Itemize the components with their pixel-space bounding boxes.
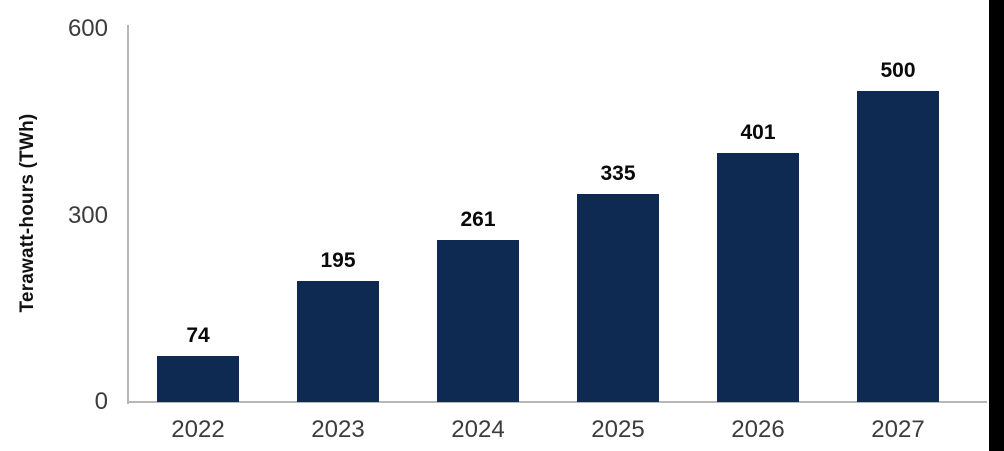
x-tick-label: 2026 bbox=[731, 416, 785, 443]
x-tick-label: 2025 bbox=[591, 416, 645, 443]
y-tick-label: 0 bbox=[94, 388, 108, 415]
bar-value-label: 401 bbox=[740, 121, 776, 144]
y-tick-label: 300 bbox=[67, 201, 108, 229]
bar bbox=[717, 153, 799, 402]
x-axis-line bbox=[127, 401, 987, 403]
x-tick-label: 2027 bbox=[871, 416, 925, 443]
x-tick-label: 2022 bbox=[171, 416, 225, 443]
y-axis-line bbox=[127, 25, 129, 404]
bar-value-label: 195 bbox=[320, 249, 356, 272]
bar bbox=[297, 281, 379, 402]
bar-value-label: 74 bbox=[186, 324, 210, 347]
bar bbox=[577, 194, 659, 402]
bar-value-label: 335 bbox=[600, 162, 636, 185]
bar-value-label: 500 bbox=[880, 59, 916, 82]
x-tick-label: 2023 bbox=[311, 416, 365, 443]
bar-value-label: 261 bbox=[460, 208, 496, 231]
y-tick-label: 600 bbox=[67, 15, 108, 42]
x-tick-label: 2024 bbox=[451, 416, 505, 443]
right-black-strip bbox=[989, 0, 1004, 451]
bar bbox=[857, 91, 939, 402]
bar bbox=[157, 356, 239, 402]
bar bbox=[437, 240, 519, 402]
